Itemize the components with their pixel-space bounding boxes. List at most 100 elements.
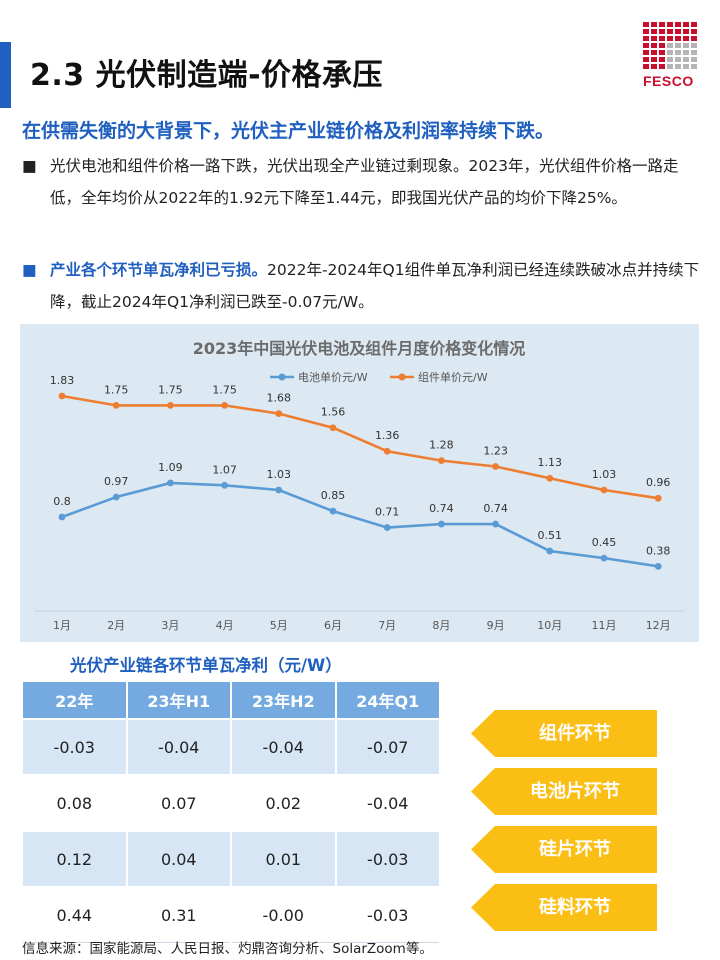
logo-dot — [691, 36, 697, 41]
legend-marker — [278, 373, 286, 381]
segment-label: 组件环节 — [539, 723, 611, 744]
arrow-shape-icon — [471, 710, 657, 757]
logo-dot — [643, 29, 649, 34]
logo-dot — [683, 50, 689, 55]
data-point — [329, 424, 337, 432]
logo-dot — [691, 64, 697, 69]
table-cell: -0.04 — [125, 718, 232, 776]
logo-dot — [675, 50, 681, 55]
table-cell: 0.04 — [125, 830, 232, 888]
data-point — [546, 474, 554, 482]
bullet-square-icon: ■ — [22, 157, 37, 175]
segment-arrow: 电池片环节 — [471, 768, 657, 815]
logo-dot — [659, 50, 665, 55]
logo-dot — [683, 43, 689, 48]
data-label: 0.96 — [646, 476, 671, 489]
data-point — [58, 392, 66, 400]
bullet-square-icon: ■ — [22, 261, 37, 279]
data-point — [221, 401, 229, 409]
data-label: 1.07 — [212, 463, 237, 476]
data-point — [654, 494, 662, 502]
logo-dot — [667, 64, 673, 69]
logo-dot — [651, 36, 657, 41]
x-tick-label: 4月 — [216, 619, 234, 632]
table-cell: 0.02 — [230, 774, 337, 832]
bullet-item-2: ■ 产业各个环节单瓦净利已亏损。2022年-2024年Q1组件单瓦净利润已经连续… — [22, 254, 706, 318]
logo-dot — [675, 29, 681, 34]
table-cell: -0.04 — [334, 774, 441, 832]
table-cell: 0.12 — [21, 830, 128, 888]
table-header-cell: 22年 — [21, 680, 128, 720]
bullet-text: 2022年-2024年Q1组件单瓦净利润已经连续跌破冰点并持续下降，截止2024… — [50, 261, 700, 311]
logo-dot — [691, 50, 697, 55]
table-cell: -0.03 — [334, 886, 441, 943]
data-label: 0.38 — [646, 544, 671, 557]
logo-dot — [667, 36, 673, 41]
data-point — [600, 486, 608, 494]
data-point — [600, 554, 608, 562]
arrow-fill — [471, 884, 657, 931]
segment-arrow: 组件环节 — [471, 710, 657, 757]
x-tick-label: 8月 — [432, 619, 450, 632]
logo-dot — [691, 29, 697, 34]
logo-dot — [643, 43, 649, 48]
data-label: 0.51 — [538, 529, 563, 542]
logo-dot — [643, 57, 649, 62]
page-title: 2.3 光伏制造端-价格承压 — [30, 58, 384, 93]
logo-dot — [667, 29, 673, 34]
data-point — [654, 562, 662, 570]
fesco-logo: FESCO — [643, 22, 699, 98]
logo-dot — [691, 57, 697, 62]
logo-dot — [667, 22, 673, 27]
logo-dot — [659, 22, 665, 27]
logo-dot — [643, 36, 649, 41]
table-header-row: 22年 23年H1 23年H2 24年Q1 — [21, 680, 441, 720]
data-point — [329, 507, 337, 515]
segment-arrow: 硅片环节 — [471, 826, 657, 873]
logo-dot — [643, 50, 649, 55]
logo-dot — [651, 22, 657, 27]
segment-arrow: 硅料环节 — [471, 884, 657, 931]
table-cell: 0.08 — [21, 774, 128, 832]
data-point — [58, 513, 66, 521]
profit-table: 22年 23年H1 23年H2 24年Q1 -0.03 -0.04 -0.04 -0.07 0… — [21, 680, 441, 943]
x-tick-label: 1月 — [53, 619, 71, 632]
data-label: 1.56 — [321, 406, 346, 419]
logo-dot — [675, 22, 681, 27]
data-label: 1.23 — [483, 444, 508, 457]
logo-dot — [675, 57, 681, 62]
data-point — [492, 520, 499, 528]
profit-table-title: 光伏产业链各环节单瓦净利（元/W） — [70, 656, 342, 675]
logo-dot — [659, 36, 665, 41]
data-label: 0.8 — [53, 495, 71, 508]
data-point — [112, 493, 120, 501]
table-header-cell: 24年Q1 — [334, 680, 441, 720]
table-cell: -0.07 — [334, 718, 441, 776]
table-row: 0.12 0.04 0.01 -0.03 — [21, 830, 441, 888]
segment-label: 硅片环节 — [539, 839, 611, 860]
data-label: 0.45 — [592, 536, 617, 549]
arrow-fill — [471, 768, 657, 815]
logo-dot — [643, 64, 649, 69]
logo-dot — [651, 29, 657, 34]
bullet-item-1: ■ 光伏电池和组件价格一路下跌，光伏出现全产业链过剩现象。2023年，光伏组件价… — [22, 150, 706, 214]
data-label: 1.09 — [158, 461, 183, 474]
logo-dot — [675, 36, 681, 41]
logo-dot — [659, 29, 665, 34]
table-cell: 0.31 — [125, 886, 232, 943]
arrow-fill — [471, 826, 657, 873]
data-label: 1.83 — [50, 374, 75, 387]
table-cell: 0.07 — [125, 774, 232, 832]
data-label: 1.75 — [104, 383, 129, 396]
logo-dot — [675, 64, 681, 69]
data-label: 0.71 — [375, 506, 400, 519]
data-point — [221, 481, 229, 489]
x-tick-label: 2月 — [107, 619, 125, 632]
title-accent-bar — [0, 42, 11, 108]
logo-dot — [667, 57, 673, 62]
logo-dot — [659, 43, 665, 48]
logo-dot — [691, 43, 697, 48]
x-tick-label: 10月 — [537, 619, 562, 632]
bullet-highlight: 产业各个环节单瓦净利已亏损。 — [50, 261, 268, 279]
data-point — [492, 463, 499, 470]
